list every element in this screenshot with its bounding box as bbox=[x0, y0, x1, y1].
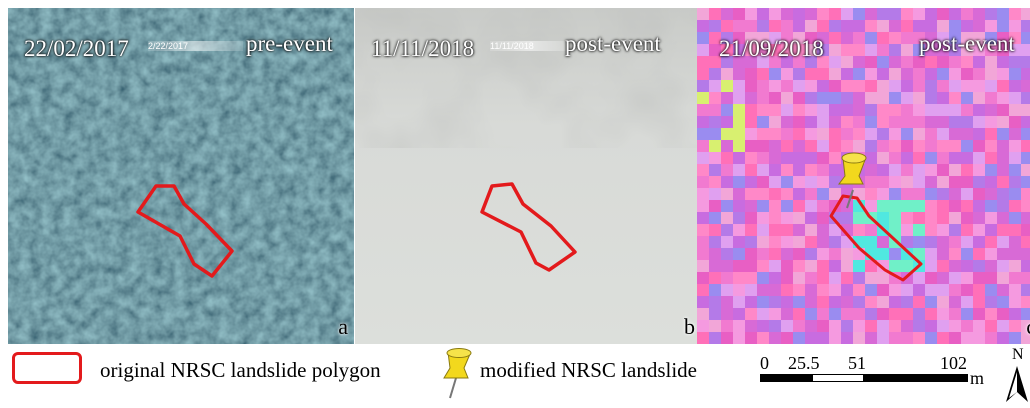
map-panel-c: 21/09/2018 post-event c bbox=[697, 8, 1030, 344]
cloud-imagery-b bbox=[355, 8, 701, 344]
event-label-b: post-event bbox=[565, 31, 661, 56]
scale-tick-0: 0 bbox=[760, 353, 769, 373]
inset-date-b: 11/11/2018 bbox=[490, 41, 570, 51]
landslide-polygon-b bbox=[480, 182, 577, 272]
scale-tick-25-5: 25.5 bbox=[788, 353, 820, 373]
inset-date-a: 2/22/2017 bbox=[148, 41, 243, 51]
scale-unit: m bbox=[970, 368, 985, 388]
north-label: N bbox=[1012, 346, 1024, 363]
map-panel-a: 22/02/2017 2/22/2017 pre-event a bbox=[8, 8, 354, 344]
scale-tick-51: 51 bbox=[848, 353, 866, 373]
scale-bar bbox=[760, 374, 970, 384]
landslide-polygon-a bbox=[136, 184, 234, 278]
event-label-c: post-event bbox=[919, 31, 1015, 56]
date-label-a: 22/02/2017 bbox=[24, 36, 129, 61]
panel-letter-c: c bbox=[1026, 314, 1030, 340]
map-legend: original NRSC landslide polygon modified… bbox=[0, 344, 1030, 408]
map-panel-b: 11/11/2018 11/11/2018 post-event b bbox=[355, 8, 701, 344]
forest-imagery-a bbox=[8, 8, 354, 344]
multispectral-imagery-c bbox=[697, 8, 1030, 344]
event-label-a: pre-event bbox=[246, 31, 333, 56]
date-label-c: 21/09/2018 bbox=[719, 36, 824, 61]
pushpin-legend-icon bbox=[443, 348, 472, 399]
panel-letter-b: b bbox=[684, 314, 695, 339]
polygon-legend-swatch bbox=[12, 352, 82, 384]
scale-tick-102: 102 bbox=[940, 353, 967, 373]
polygon-legend-label: original NRSC landslide polygon bbox=[100, 358, 381, 382]
panel-letter-a: a bbox=[338, 314, 348, 339]
pushpin-icon bbox=[838, 152, 867, 209]
date-label-b: 11/11/2018 bbox=[371, 36, 475, 61]
north-arrow-icon bbox=[1006, 366, 1028, 402]
modified-legend-label: modified NRSC landslide bbox=[480, 358, 697, 382]
